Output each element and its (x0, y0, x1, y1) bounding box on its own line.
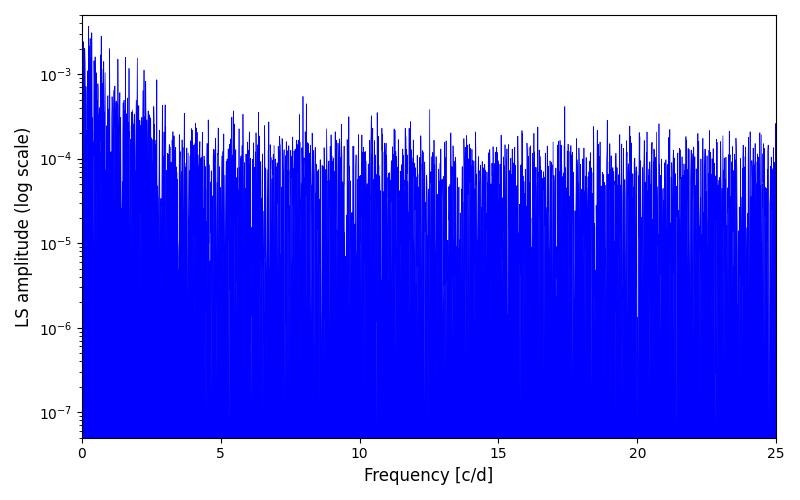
X-axis label: Frequency [c/d]: Frequency [c/d] (364, 467, 494, 485)
Y-axis label: LS amplitude (log scale): LS amplitude (log scale) (15, 126, 33, 326)
